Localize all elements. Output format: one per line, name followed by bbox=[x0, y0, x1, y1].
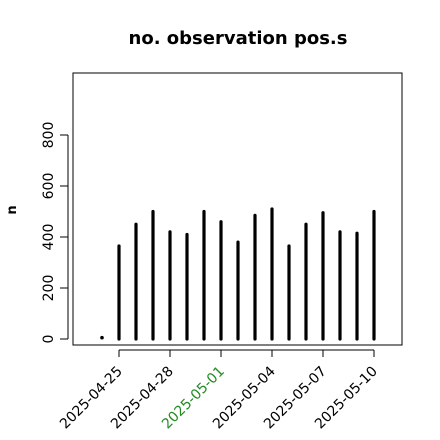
y-tick-label: 800 bbox=[41, 122, 57, 149]
y-tick-label: 400 bbox=[41, 224, 57, 251]
y-tick-label: 600 bbox=[41, 173, 57, 200]
plot-frame bbox=[72, 72, 403, 346]
y-tick-label: 0 bbox=[41, 335, 57, 344]
y-tick-label: 200 bbox=[41, 275, 57, 302]
y-axis-label: n bbox=[5, 205, 20, 214]
data-point bbox=[100, 335, 104, 340]
chart-title: no. observation pos.s bbox=[129, 28, 348, 49]
